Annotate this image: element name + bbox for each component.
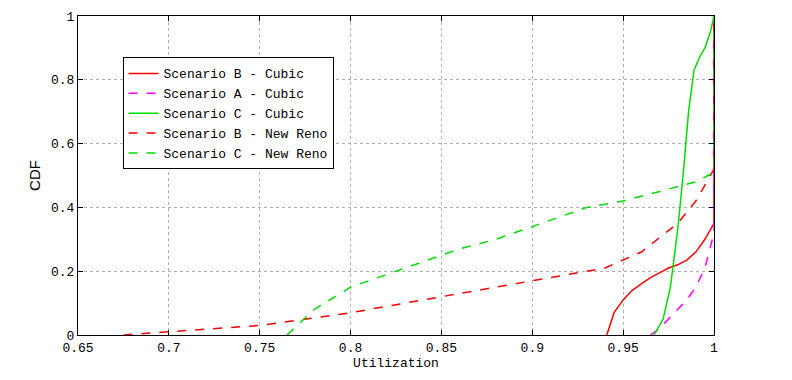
svg-text:Utilization: Utilization [353, 356, 439, 371]
svg-text:Scenario B - New Reno: Scenario B - New Reno [164, 127, 328, 142]
svg-text:1: 1 [710, 341, 718, 356]
svg-text:CDF: CDF [26, 160, 43, 191]
svg-text:0.65: 0.65 [62, 341, 93, 356]
svg-text:0: 0 [67, 329, 75, 344]
svg-text:0.75: 0.75 [244, 341, 275, 356]
svg-text:0.95: 0.95 [608, 341, 639, 356]
svg-text:0.85: 0.85 [426, 341, 457, 356]
svg-text:0.6: 0.6 [51, 137, 74, 152]
svg-text:0.2: 0.2 [51, 265, 74, 280]
svg-text:0.8: 0.8 [51, 73, 74, 88]
svg-text:Scenario C - Cubic: Scenario C - Cubic [164, 107, 304, 122]
svg-text:Scenario C - New Reno: Scenario C - New Reno [164, 147, 328, 162]
svg-text:0.4: 0.4 [51, 201, 75, 216]
svg-text:1: 1 [67, 10, 75, 25]
svg-text:Scenario A - Cubic: Scenario A - Cubic [164, 87, 304, 102]
svg-text:0.7: 0.7 [157, 341, 180, 356]
svg-text:0.8: 0.8 [339, 341, 362, 356]
svg-text:Scenario B - Cubic: Scenario B - Cubic [164, 67, 304, 82]
svg-text:0.9: 0.9 [521, 341, 544, 356]
